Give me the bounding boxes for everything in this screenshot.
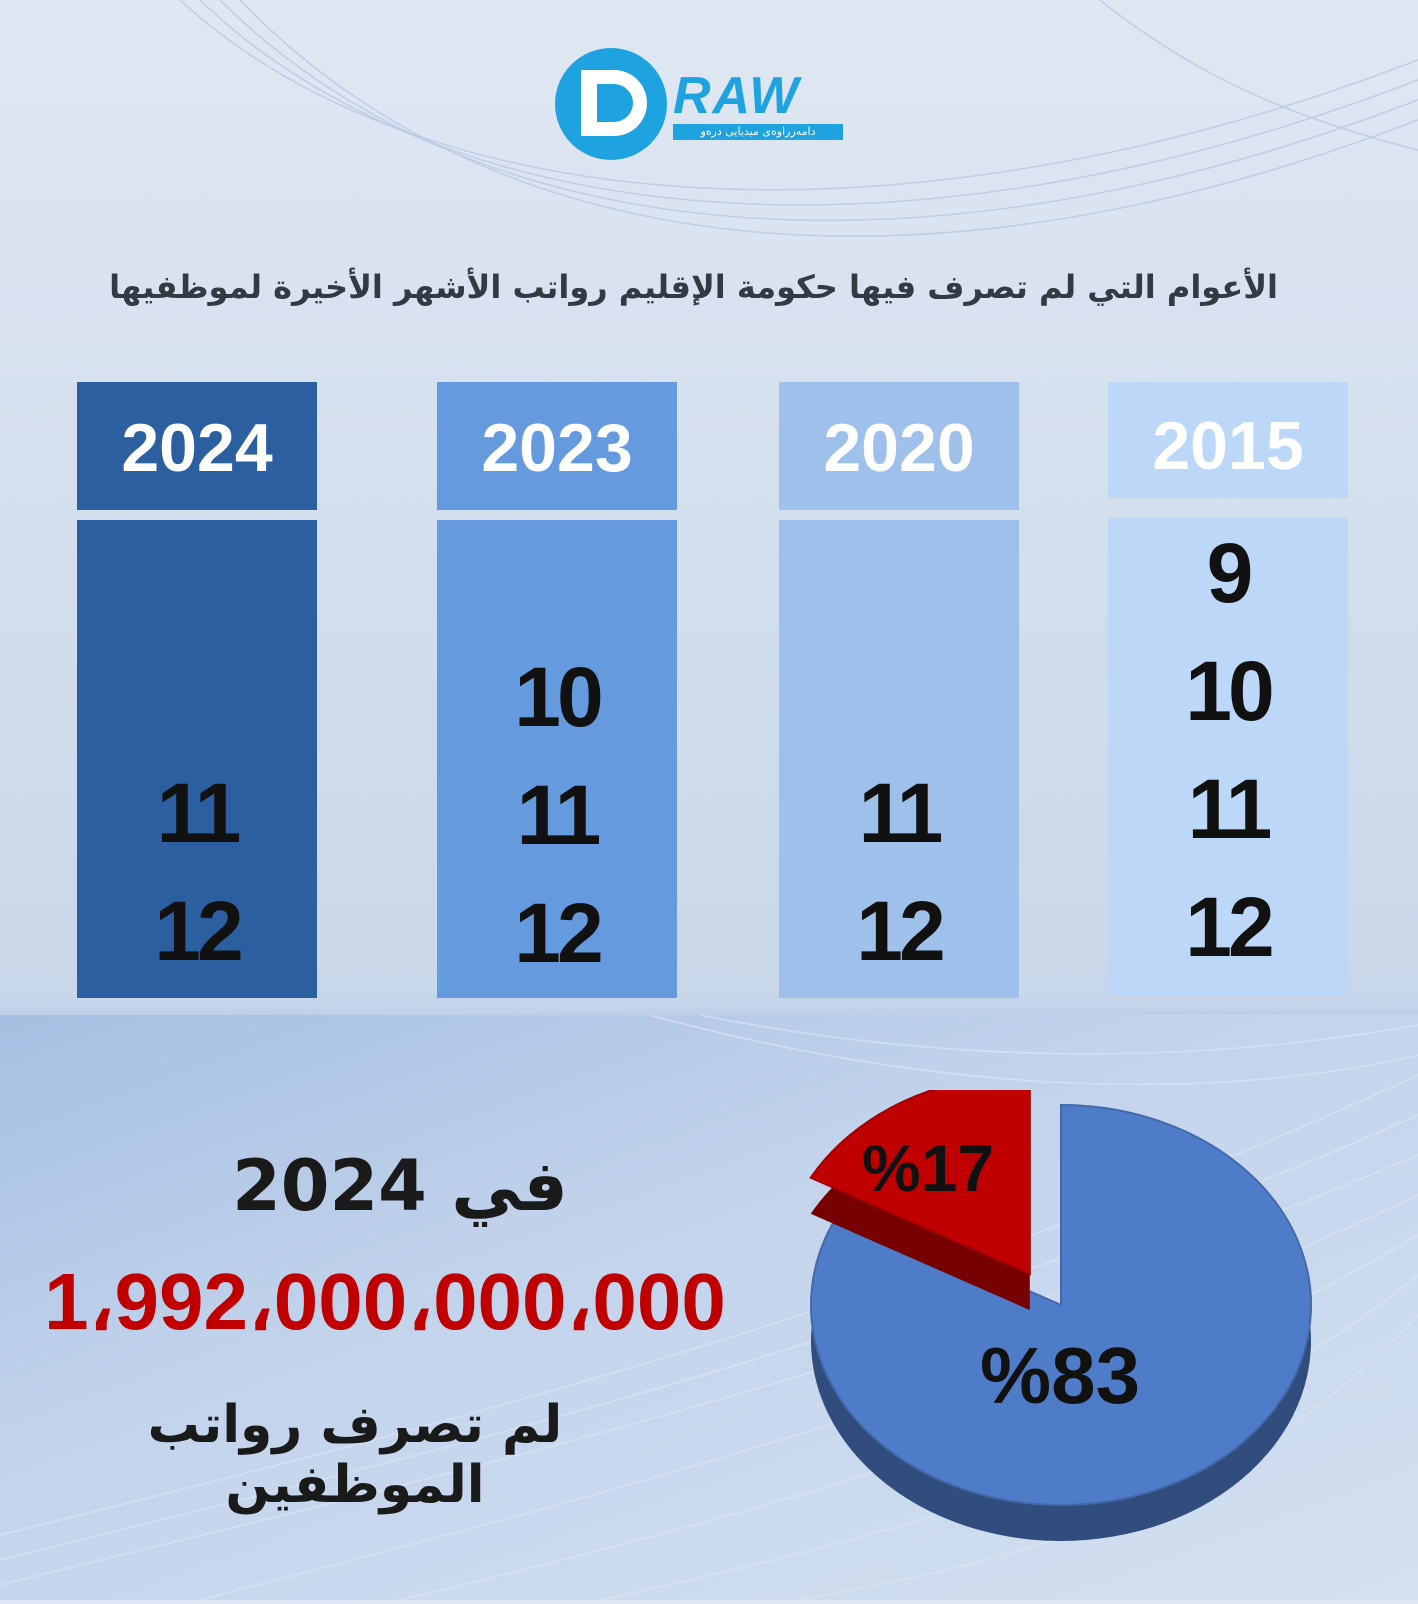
pie-svg <box>809 1073 1312 1541</box>
months-box: 10 11 12 <box>437 520 677 998</box>
pie-slice-83 <box>810 1103 1312 1506</box>
logo-tagline: دامەزراوەی میدیایی درەو <box>673 124 843 140</box>
months-box: 11 12 <box>77 520 317 998</box>
month-value: 12 <box>514 886 603 980</box>
month-value: 11 <box>516 768 602 862</box>
logo-word: RAW <box>673 67 801 125</box>
month-value: 11 <box>156 766 242 860</box>
month-value: 12 <box>1185 880 1274 974</box>
month-value: 10 <box>514 650 603 744</box>
unpaid-amount: 1،992،000،000،000 <box>44 1257 728 1346</box>
year-label: 2020 <box>779 382 1019 510</box>
year-label: 2023 <box>437 382 677 510</box>
logo-d-letter <box>581 70 647 136</box>
months-box: 9 10 11 12 <box>1108 518 1348 995</box>
summary-caption: لم تصرف رواتب الموظفين <box>147 1395 563 1515</box>
month-value: 11 <box>1187 762 1273 856</box>
month-value: 12 <box>856 884 945 978</box>
month-value: 9 <box>1206 526 1254 620</box>
page-title: الأعوام التي لم تصرف فيها حكومة الإقليم … <box>109 268 1278 306</box>
month-value: 12 <box>154 884 243 978</box>
pie-label-small: %17 <box>862 1131 995 1205</box>
year-label: 2015 <box>1108 382 1348 498</box>
pie-chart: %83 %17 <box>790 1073 1330 1560</box>
year-label: 2024 <box>77 382 317 510</box>
month-value: 11 <box>858 766 944 860</box>
brand-logo: RAW دامەزراوەی میدیایی درەو <box>555 48 865 163</box>
months-box: 11 12 <box>779 520 1019 998</box>
month-value: 10 <box>1185 644 1274 738</box>
summary-year: في 2024 <box>232 1145 568 1227</box>
pie-label-large: %83 <box>980 1331 1141 1420</box>
